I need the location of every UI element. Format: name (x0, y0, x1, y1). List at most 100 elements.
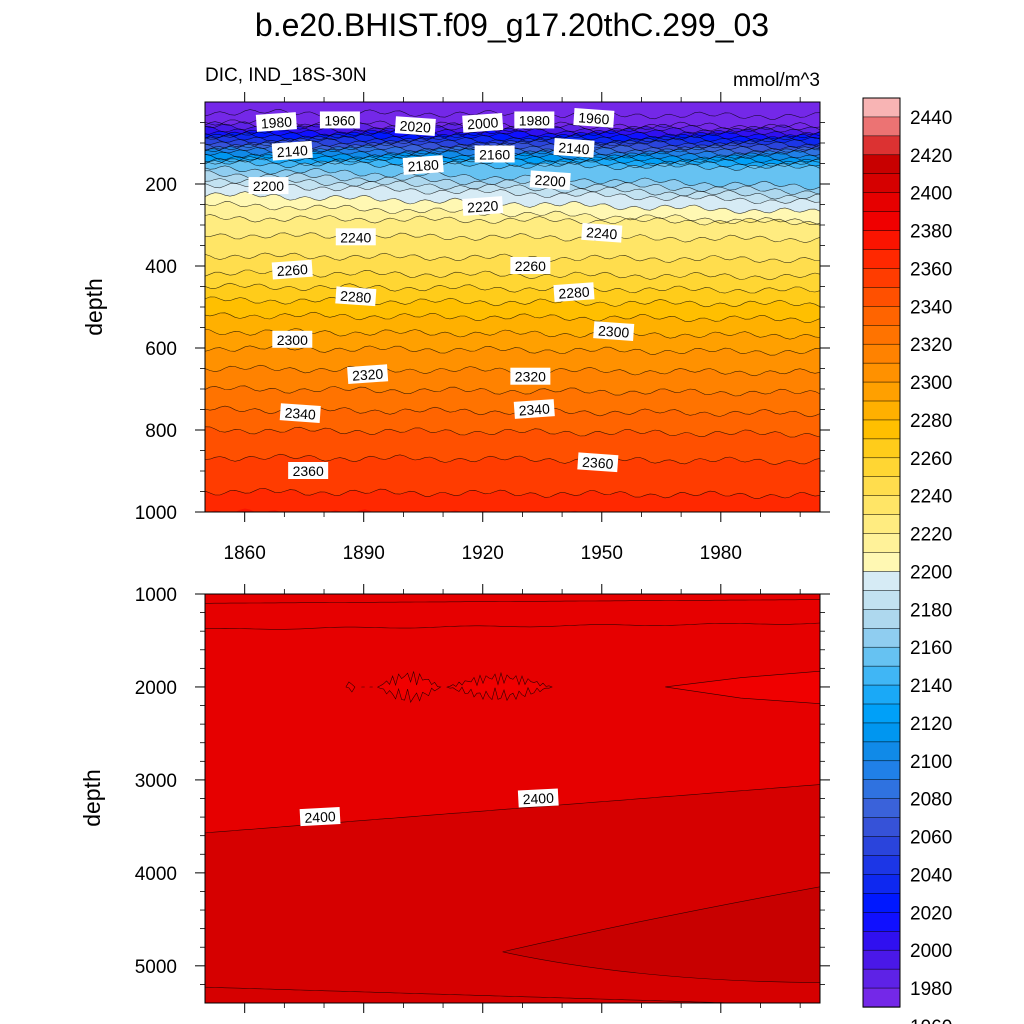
contour-label-text: 2300 (598, 323, 630, 341)
y-tick-label: 2000 (135, 678, 177, 699)
contour-label: 2340 (513, 399, 555, 419)
contour-label: 1960 (319, 111, 360, 129)
contour-label-text: 2140 (558, 139, 590, 157)
contour-label-text: 2300 (277, 332, 308, 348)
contour-label-text: 2400 (304, 808, 336, 826)
lower-y-axis: 1000 2000 3000 4000 5000 (135, 585, 830, 985)
colorbar-label: 2120 (910, 714, 952, 735)
y-tick-label: 3000 (135, 771, 177, 792)
colorbar-swatch (862, 836, 901, 857)
colorbar-label: 2180 (910, 600, 952, 621)
upper-panel: 1980 1960 2020 2000 1980 1960 2140 2160 2140 2180… (81, 92, 830, 564)
y-tick-label: 1000 (135, 585, 177, 606)
contour-label: 2220 (462, 196, 504, 216)
contour-label-text: 2180 (407, 156, 439, 174)
contour-label: 2000 (462, 112, 504, 133)
contour-label: 2240 (581, 222, 623, 243)
contour-label: 2260 (271, 259, 313, 280)
colorbar-label: 2420 (910, 146, 952, 167)
contour-label: 2140 (271, 140, 313, 161)
colorbar-label: 2080 (910, 790, 952, 811)
contour-label-text: 2260 (276, 261, 308, 279)
colorbar-label: 2060 (910, 828, 952, 849)
contour-label: 1980 (514, 111, 555, 129)
colorbar-label: 2160 (910, 638, 952, 659)
colorbar-label: 2200 (910, 562, 952, 583)
upper-y-axis-label: depth (81, 278, 107, 336)
upper-contour-labels: 1980 1960 2020 2000 1980 1960 2140 2160 2140 2180… (248, 108, 635, 479)
colorbar-swatch (862, 325, 901, 345)
contour-label: 2400 (517, 788, 559, 808)
lower-panel: 2400 2400 1000 2000 3000 4000 5000 depth (79, 584, 830, 1013)
colorbar-swatch (862, 968, 901, 989)
contour-label-text: 2140 (276, 142, 308, 160)
colorbar-swatch (862, 798, 901, 819)
y-tick-label: 600 (145, 339, 177, 360)
colorbar-label: 2380 (910, 222, 952, 243)
y-tick-label: 5000 (135, 957, 177, 978)
contour-label-text: 2320 (515, 369, 546, 385)
x-tick-label: 1890 (343, 543, 385, 564)
colorbar-swatch (862, 741, 901, 762)
contour-label: 2360 (577, 452, 619, 473)
colorbar-swatch (862, 457, 901, 478)
colorbar-swatch (862, 665, 901, 686)
contour-label-text: 2360 (582, 454, 614, 472)
contour-label: 2300 (272, 330, 313, 348)
colorbar-swatch (862, 419, 901, 440)
x-tick-label: 1920 (462, 543, 504, 564)
colorbar-swatch (862, 779, 901, 800)
y-tick-label: 400 (145, 257, 177, 278)
colorbar-label: 2300 (910, 373, 952, 394)
contour-label-text: 2340 (518, 400, 550, 418)
lower-x-axis (244, 584, 801, 1013)
contour-label: 2340 (279, 403, 321, 423)
colorbar-swatch (862, 116, 901, 137)
colorbar-swatch (862, 590, 901, 610)
contour-label-text: 2280 (340, 288, 372, 306)
colorbar-swatch (862, 97, 901, 118)
upper-y-axis: 200 400 600 800 1000 (135, 122, 830, 524)
colorbar-swatch (862, 230, 901, 251)
contour-label: 2020 (394, 116, 436, 136)
lower-contour-labels: 2400 2400 (299, 788, 559, 827)
contour-label: 2280 (553, 282, 595, 303)
x-tick-label: 1950 (581, 543, 623, 564)
contour-label: 2180 (402, 155, 444, 175)
colorbar-swatch (862, 192, 901, 213)
colorbar-swatch (862, 306, 901, 326)
colorbar-label: 2360 (910, 259, 952, 280)
contour-label-text: 2340 (284, 405, 316, 423)
colorbar-label: 2340 (910, 297, 952, 318)
contour-label-text: 2160 (479, 146, 510, 162)
colorbar-swatch (862, 912, 901, 932)
contour-label-text: 2220 (467, 197, 499, 215)
colorbar-label: 2400 (910, 184, 952, 205)
contour-label: 2320 (510, 367, 551, 385)
lower-y-axis-label: depth (79, 769, 105, 827)
contour-label-text: 2280 (558, 284, 590, 302)
subtitle-left: DIC, IND_18S-30N (205, 65, 367, 86)
colorbar-swatch (862, 495, 901, 516)
colorbar-swatch (862, 135, 901, 156)
figure-title: b.e20.BHIST.f09_g17.20thC.299_03 (255, 7, 769, 43)
colorbar-swatch (862, 571, 901, 592)
contour-label: 2280 (335, 286, 377, 307)
contour-label-text: 2260 (515, 258, 546, 274)
contour-label-text: 2360 (293, 463, 324, 479)
colorbar-label: 2000 (910, 941, 952, 962)
contour-label: 2200 (248, 177, 289, 195)
contour-label-text: 2020 (399, 118, 431, 136)
colorbar-swatch (862, 760, 901, 781)
x-tick-label: 1980 (700, 543, 742, 564)
x-tick-label: 1860 (224, 543, 266, 564)
colorbar-label: 2240 (910, 487, 952, 508)
colorbar-swatch (862, 362, 901, 383)
colorbar-label: 2020 (910, 903, 952, 924)
colorbar-swatch (862, 817, 901, 838)
colorbar-swatch (862, 343, 901, 364)
contour-label-text: 2200 (534, 172, 566, 190)
contour-label: 2140 (553, 137, 595, 158)
contour-label: 2300 (593, 321, 635, 341)
